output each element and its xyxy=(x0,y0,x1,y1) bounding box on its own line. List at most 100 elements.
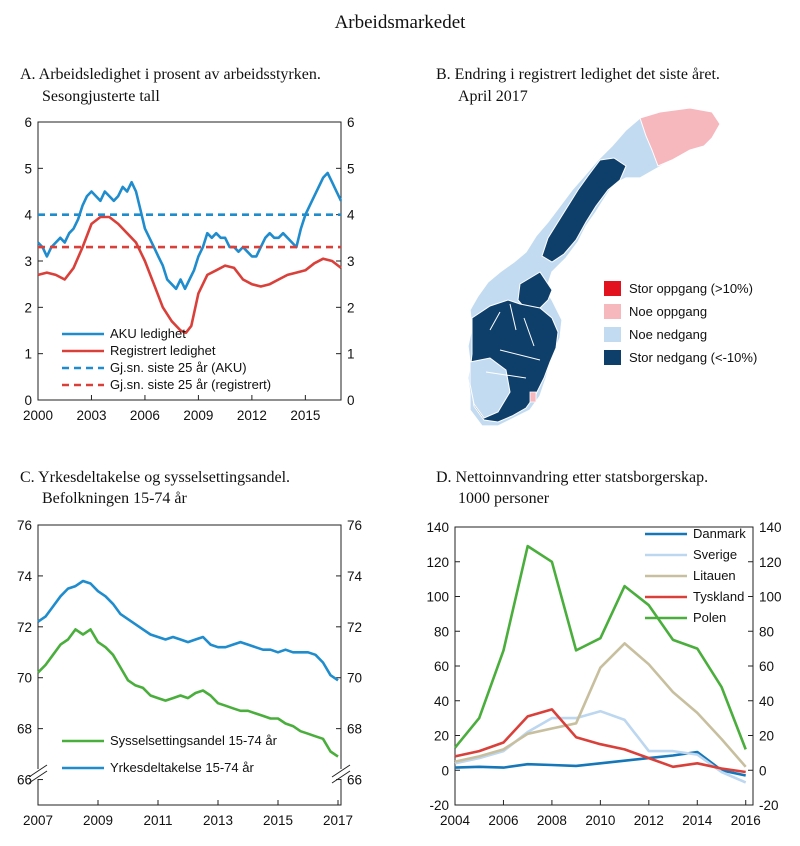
y-tick-label-right: 6 xyxy=(347,115,355,130)
legend-label: Litauen xyxy=(693,568,736,583)
y-tick-label-right: 100 xyxy=(759,590,782,605)
y-tick-label-left: 76 xyxy=(17,518,32,533)
y-tick-label-right: 0 xyxy=(759,763,767,778)
y-tick-label-right: 0 xyxy=(347,393,355,408)
y-tick-label-left: 80 xyxy=(434,624,449,639)
x-tick-label: 2004 xyxy=(440,813,471,828)
y-tick-label-right: 72 xyxy=(347,620,362,635)
x-tick-label: 2010 xyxy=(585,813,615,828)
legend-label: AKU ledighet xyxy=(110,326,186,341)
x-tick-label: 2015 xyxy=(290,408,320,423)
map-region-nordland xyxy=(541,157,627,263)
chart-title-line: Befolkningen 15-74 år xyxy=(42,490,188,507)
legend-label: Yrkesdeltakelse 15-74 år xyxy=(110,760,254,775)
panel-d-chart: D. Nettoinnvandring etter statsborgerska… xyxy=(426,469,781,828)
y-tick-label-right: 60 xyxy=(759,659,774,674)
y-tick-label-right: 40 xyxy=(759,694,774,709)
chart-title-line: C. Yrkesdeltakelse og sysselsettingsande… xyxy=(20,469,290,486)
y-tick-label-left: 66 xyxy=(17,773,32,788)
y-tick-label-right: 3 xyxy=(347,254,355,269)
x-tick-label: 2006 xyxy=(488,813,518,828)
series-line xyxy=(454,642,747,768)
plot-frame xyxy=(37,524,342,806)
y-tick-label-left: 100 xyxy=(426,590,449,605)
y-tick-label-left: 5 xyxy=(24,161,32,176)
y-tick-label-right: -20 xyxy=(759,798,779,813)
y-tick-label-left: 120 xyxy=(426,555,449,570)
y-tick-label-right: 20 xyxy=(759,729,774,744)
legend-label: Registrert ledighet xyxy=(110,343,216,358)
y-tick-label-left: 140 xyxy=(426,520,449,535)
page-title: Arbeidsmarkedet xyxy=(335,12,467,33)
y-tick-label-left: 68 xyxy=(17,722,32,737)
x-tick-label: 2006 xyxy=(130,408,160,423)
legend-label: Noe nedgang xyxy=(629,327,707,342)
y-tick-label-right: 120 xyxy=(759,555,782,570)
map-borders xyxy=(485,303,541,379)
legend-label: Gj.sn. siste 25 år (registrert) xyxy=(110,377,271,392)
y-tick-label-left: 6 xyxy=(24,115,32,130)
y-tick-label-right: 140 xyxy=(759,520,782,535)
y-tick-label-right: 1 xyxy=(347,347,355,362)
y-tick-label-left: 3 xyxy=(24,254,32,269)
map-region-southwest xyxy=(469,357,511,419)
legend-label: Sysselsettingsandel 15-74 år xyxy=(110,733,278,748)
axis-break-gap xyxy=(335,769,347,779)
y-tick-label-left: -20 xyxy=(429,798,449,813)
axis-break-gap xyxy=(32,769,44,779)
y-tick-label-left: 2 xyxy=(24,300,32,315)
y-tick-label-right: 2 xyxy=(347,300,355,315)
x-tick-label: 2015 xyxy=(263,813,293,828)
legend-label: Tyskland xyxy=(693,589,744,604)
x-tick-label: 2009 xyxy=(183,408,213,423)
y-tick-label-left: 4 xyxy=(24,208,32,223)
legend-label: Polen xyxy=(693,610,726,625)
x-tick-label: 2014 xyxy=(682,813,713,828)
y-tick-label-left: 72 xyxy=(17,620,32,635)
legend-label: Gj.sn. siste 25 år (AKU) xyxy=(110,360,247,375)
series-line xyxy=(37,171,343,291)
y-tick-label-left: 0 xyxy=(24,393,32,408)
x-tick-label: 2000 xyxy=(23,408,53,423)
map-region-trondelag xyxy=(517,271,553,313)
panel-b-map: B. Endring i registrert ledighet det sis… xyxy=(436,66,757,427)
axis-break-mark xyxy=(28,764,48,778)
series-line xyxy=(453,544,747,750)
series-line xyxy=(37,579,339,682)
legend-label: Danmark xyxy=(693,526,746,541)
y-tick-label-right: 80 xyxy=(759,624,774,639)
axis-break-mark xyxy=(28,770,48,784)
legend-label: Noe oppgang xyxy=(629,304,707,319)
y-tick-label-right: 76 xyxy=(347,518,362,533)
series-line xyxy=(454,709,747,784)
x-tick-label: 2016 xyxy=(731,813,761,828)
x-tick-label: 2007 xyxy=(23,813,53,828)
y-tick-label-right: 74 xyxy=(347,569,363,584)
y-tick-label-right: 70 xyxy=(347,671,362,686)
y-tick-label-left: 0 xyxy=(441,763,449,778)
chart-title-line: B. Endring i registrert ledighet det sis… xyxy=(436,66,720,83)
legend-label: Stor nedgang (<-10%) xyxy=(629,350,757,365)
x-tick-label: 2013 xyxy=(203,813,233,828)
y-tick-label-left: 40 xyxy=(434,694,449,709)
legend-swatch xyxy=(604,304,621,319)
legend-swatch xyxy=(604,327,621,342)
chart-title-line: A. Arbeidsledighet i prosent av arbeidss… xyxy=(20,66,321,83)
y-tick-label-left: 20 xyxy=(434,729,449,744)
legend-swatch xyxy=(604,350,621,365)
y-tick-label-right: 68 xyxy=(347,722,362,737)
x-tick-label: 2011 xyxy=(143,813,172,828)
x-tick-label: 2012 xyxy=(237,408,267,423)
y-tick-label-right: 4 xyxy=(347,208,355,223)
y-tick-label-left: 60 xyxy=(434,659,449,674)
y-tick-label-left: 1 xyxy=(24,347,32,362)
chart-title-line: D. Nettoinnvandring etter statsborgerska… xyxy=(436,469,708,486)
x-tick-label: 2003 xyxy=(76,408,106,423)
map-region-finnmark xyxy=(639,107,721,167)
plot-frame xyxy=(37,121,342,401)
y-tick-label-left: 70 xyxy=(17,671,32,686)
legend-label: Sverige xyxy=(693,547,737,562)
map-region-small xyxy=(529,391,537,403)
series-line xyxy=(454,708,746,774)
y-tick-label-right: 66 xyxy=(347,773,362,788)
